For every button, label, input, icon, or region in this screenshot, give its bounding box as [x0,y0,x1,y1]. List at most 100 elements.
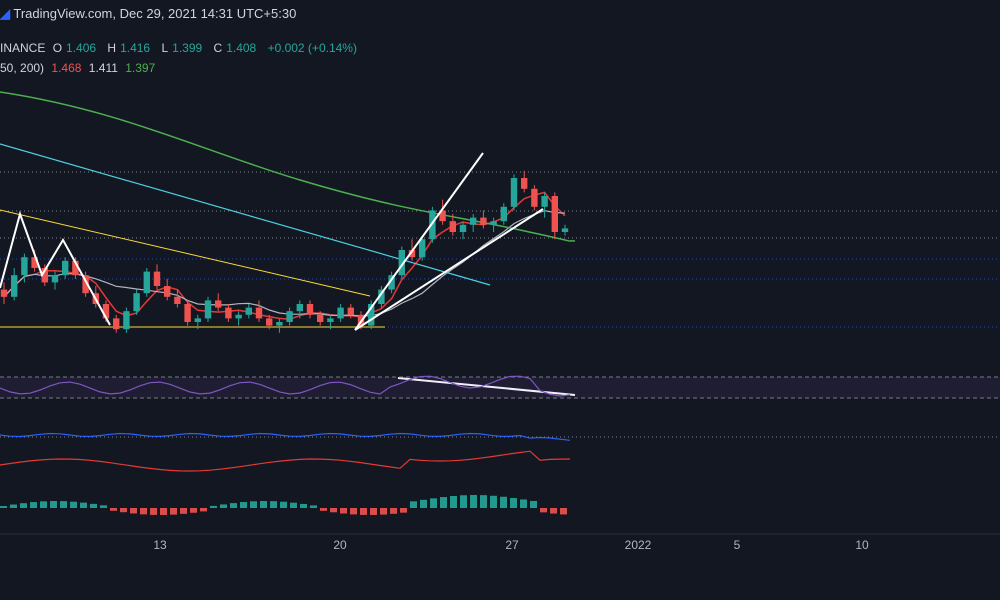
rsi-pane [0,375,1000,399]
histogram-bar [50,501,57,508]
rising-channel-lower [354,208,544,331]
histogram-bar [410,501,417,508]
candle-body [41,268,48,283]
candle-body [123,311,130,330]
candle-body [531,188,538,207]
histogram-bar [510,498,517,508]
histogram-bar [430,498,437,508]
ma-mid-line [3,210,566,317]
candle-body [276,322,283,326]
histogram-bar [170,508,177,515]
header-bar: ◢ TradingView.com, Dec 29, 2021 14:31 UT… [0,6,296,22]
histogram-bar [60,501,67,508]
histogram-bar [420,499,427,508]
x-tick-label: 13 [153,538,167,552]
histogram-bar [280,501,287,508]
x-tick-label: 5 [734,538,741,552]
rsi-line [0,375,571,397]
candle-body [429,210,436,240]
histogram-bar [70,501,77,508]
candle-body [194,318,201,322]
candle-body [337,307,344,319]
candle-body [286,311,293,322]
high-label: H 1.416 [107,41,151,55]
x-tick-label: 27 [505,538,519,552]
candle-body [225,307,232,319]
low-label: L 1.399 [161,41,203,55]
x-tick-label: 20 [333,538,347,552]
red-indicator-line [0,450,571,472]
candle-body [296,304,303,312]
ohlc-legend[interactable]: INANCE O 1.406 H 1.416 L 1.399 C 1.408 +0.00… [0,41,361,55]
histogram-bar [540,508,547,513]
histogram-bar [330,508,337,513]
candle-body [419,239,426,258]
chart-grid [0,171,1000,535]
x-tick-label: 2022 [625,538,652,552]
histogram-bar [130,508,137,514]
ma-fast-value: 1.468 [51,61,82,75]
histogram-bar [240,502,247,508]
symbol-label: INANCE [0,41,46,55]
histogram-bar [560,508,567,515]
histogram-bar [400,508,407,513]
candle-body [368,304,375,326]
histogram-bar [180,508,187,514]
candle-body [245,307,252,315]
histogram-bar [190,508,197,513]
rising-channel-upper [354,152,484,331]
candle-body [0,289,8,297]
histogram-bar [340,508,347,514]
pattern-zigzag [0,210,111,326]
candlestick-series [0,170,569,333]
histogram-bar [0,506,7,508]
candle-body [266,318,273,326]
histogram-bar [450,495,457,508]
trendline-yellow [0,209,371,297]
candle-body [500,206,507,222]
candle-body [510,178,518,207]
histogram-bar [480,495,487,508]
candle-body [143,271,150,294]
candle-body [561,228,569,232]
candle-body [174,296,181,304]
candle-body [439,210,446,222]
candle-body [398,250,405,276]
candle-body [388,275,395,290]
histogram-bar [140,508,147,515]
candle-body [72,260,79,276]
histogram-bar [90,503,97,508]
ma-mid-value: 1.411 [88,61,118,75]
histogram-bar [30,502,37,508]
histogram-bar [530,500,537,508]
histogram-bar [150,508,157,515]
candle-body [470,217,477,225]
brand-label: TradingView.com, [13,6,116,21]
candle-body [82,275,89,294]
candle-body [113,318,120,330]
histogram-bar [120,508,127,513]
ma-slow-line [0,91,576,242]
histogram-bar [320,508,327,511]
blue-indicator-line [0,432,571,441]
histogram-bar [160,508,167,515]
histogram-bar [80,502,87,508]
ma-legend[interactable]: 50, 200) 1.468 1.411 1.397 [0,61,159,75]
candle-body [306,304,314,315]
trendline-cyan [0,143,491,286]
candle-body [215,300,222,308]
histogram-bar [550,508,557,514]
histogram-bar [260,501,267,508]
histogram-bar [470,495,477,508]
lower-indicators [0,432,571,515]
histogram-bar [100,505,107,508]
x-axis: 13 20 27 2022 5 10 [153,538,869,552]
candle-body [459,224,467,232]
histogram-bar [10,504,17,508]
candle-body [21,257,28,276]
tradingview-logo-icon: ◢ [0,6,10,21]
candle-body [255,307,263,319]
histogram-bar [500,496,507,508]
candle-body [347,307,354,315]
